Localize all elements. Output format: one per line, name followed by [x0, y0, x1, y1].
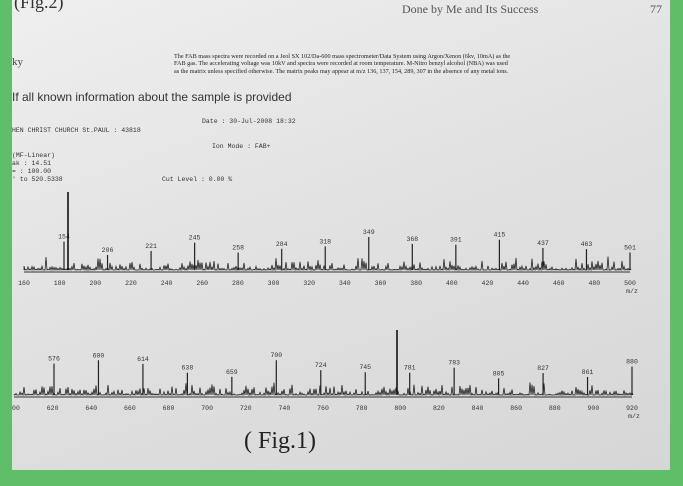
axis-label: 880 [549, 405, 561, 412]
axis-label: 420 [482, 280, 494, 287]
peak-label: 861 [582, 369, 594, 376]
peak-label: 318 [319, 238, 331, 245]
axis-label: 600 [12, 405, 20, 412]
axis-label: 820 [433, 405, 445, 412]
axis-label: 180 [54, 280, 66, 287]
peak-label: 700 [270, 352, 282, 359]
text-fragment: ky [12, 56, 23, 68]
meta-line: HEN CHRIST CHURCH St.PAUL : 43818 [12, 127, 141, 134]
axis-label: 920 [626, 405, 638, 412]
axis-label: 160 [18, 280, 30, 287]
axis-label: 300 [268, 280, 280, 287]
axis-label: 720 [240, 405, 252, 412]
peak-label: 805 [493, 370, 505, 377]
peak-label: 501 [624, 245, 636, 252]
peak-label: 783 [448, 360, 460, 367]
axis-label: 760 [317, 405, 329, 412]
axis-label: 440 [517, 280, 529, 287]
peak-label: 781 [404, 365, 416, 372]
peak-label: 724 [315, 362, 327, 369]
peak-label: 245 [189, 235, 201, 242]
peak-label: 614 [137, 356, 149, 363]
meta-line: (MF-Linear) [12, 152, 55, 159]
axis-label: 840 [472, 405, 484, 412]
peak-label: 284 [276, 241, 288, 248]
spectrum-trace [23, 256, 632, 272]
axis-label: 260 [196, 280, 208, 287]
meta-line: Date : 30-Jul-2008 18:32 [202, 118, 296, 125]
axis-label: 360 [375, 280, 387, 287]
method-paragraph: The FAB mass spectra were recorded on a … [174, 53, 511, 75]
axis-unit: m/z [628, 413, 640, 420]
axis-label: 700 [201, 405, 213, 412]
axis-label: 680 [163, 405, 175, 412]
peak-label: 463 [581, 241, 593, 248]
page-number: 77 [650, 2, 662, 16]
axis-label: 220 [125, 280, 137, 287]
axis-label: 640 [85, 405, 97, 412]
axis-label: 380 [410, 280, 422, 287]
axis-label: 320 [303, 280, 315, 287]
peak-label: 206 [102, 247, 114, 254]
axis-label: 860 [510, 405, 522, 412]
photographed-page: (Fig.2) Done by Me and Its Success 77 ky… [12, 0, 670, 470]
spectrum-trace [13, 382, 634, 397]
axis-label: 740 [279, 405, 291, 412]
axis-label: 780 [356, 405, 368, 412]
spectra: 160 180 200 220 240 260 280 300 320 340 360 380 400 4… [12, 192, 640, 420]
axis-label: 500 [624, 280, 636, 287]
peak-label: 576 [48, 356, 60, 363]
peak-label: 221 [145, 243, 157, 250]
meta-line: Ion Mode : FAB+ [212, 143, 271, 150]
peak-label: 154 [58, 234, 70, 241]
peak-label: 258 [232, 245, 244, 252]
peak-label: 638 [182, 365, 194, 372]
body-line: If all known information about the sampl… [12, 90, 292, 104]
axis-label: 240 [161, 280, 173, 287]
meta-line: ak : 14.51 [12, 160, 52, 167]
axis-label: 460 [553, 280, 565, 287]
axis-label: 280 [232, 280, 244, 287]
peak-label: 600 [93, 352, 105, 359]
axis-label: 340 [339, 280, 351, 287]
peak-label: 827 [537, 365, 549, 372]
meta-line: ' to 520.5338 [12, 176, 63, 183]
meta-line: Cut Level : 0.00 % [162, 176, 233, 183]
peak-label: 880 [626, 359, 638, 366]
axis-label: 200 [89, 280, 101, 287]
peak-label: 415 [494, 232, 506, 239]
axis-label: 660 [124, 405, 136, 412]
figure-ref: (Fig.2) [14, 0, 64, 12]
caption: ( Fig.1) [244, 428, 316, 454]
axis-label: 800 [394, 405, 406, 412]
peak-label: 391 [450, 237, 462, 244]
peak-label: 437 [537, 240, 549, 247]
peak-label: 368 [406, 236, 418, 243]
peak-label: 349 [363, 229, 375, 236]
axis-label: 900 [588, 405, 600, 412]
axis-unit: m/z [626, 288, 638, 295]
peak-label: 745 [359, 364, 371, 371]
axis-label: 620 [47, 405, 59, 412]
axis-label: 480 [589, 280, 601, 287]
running-head: Done by Me and Its Success [402, 2, 539, 16]
peak-label: 659 [226, 369, 238, 376]
axis-label: 400 [446, 280, 458, 287]
meta-line: = : 100.00 [12, 168, 52, 175]
